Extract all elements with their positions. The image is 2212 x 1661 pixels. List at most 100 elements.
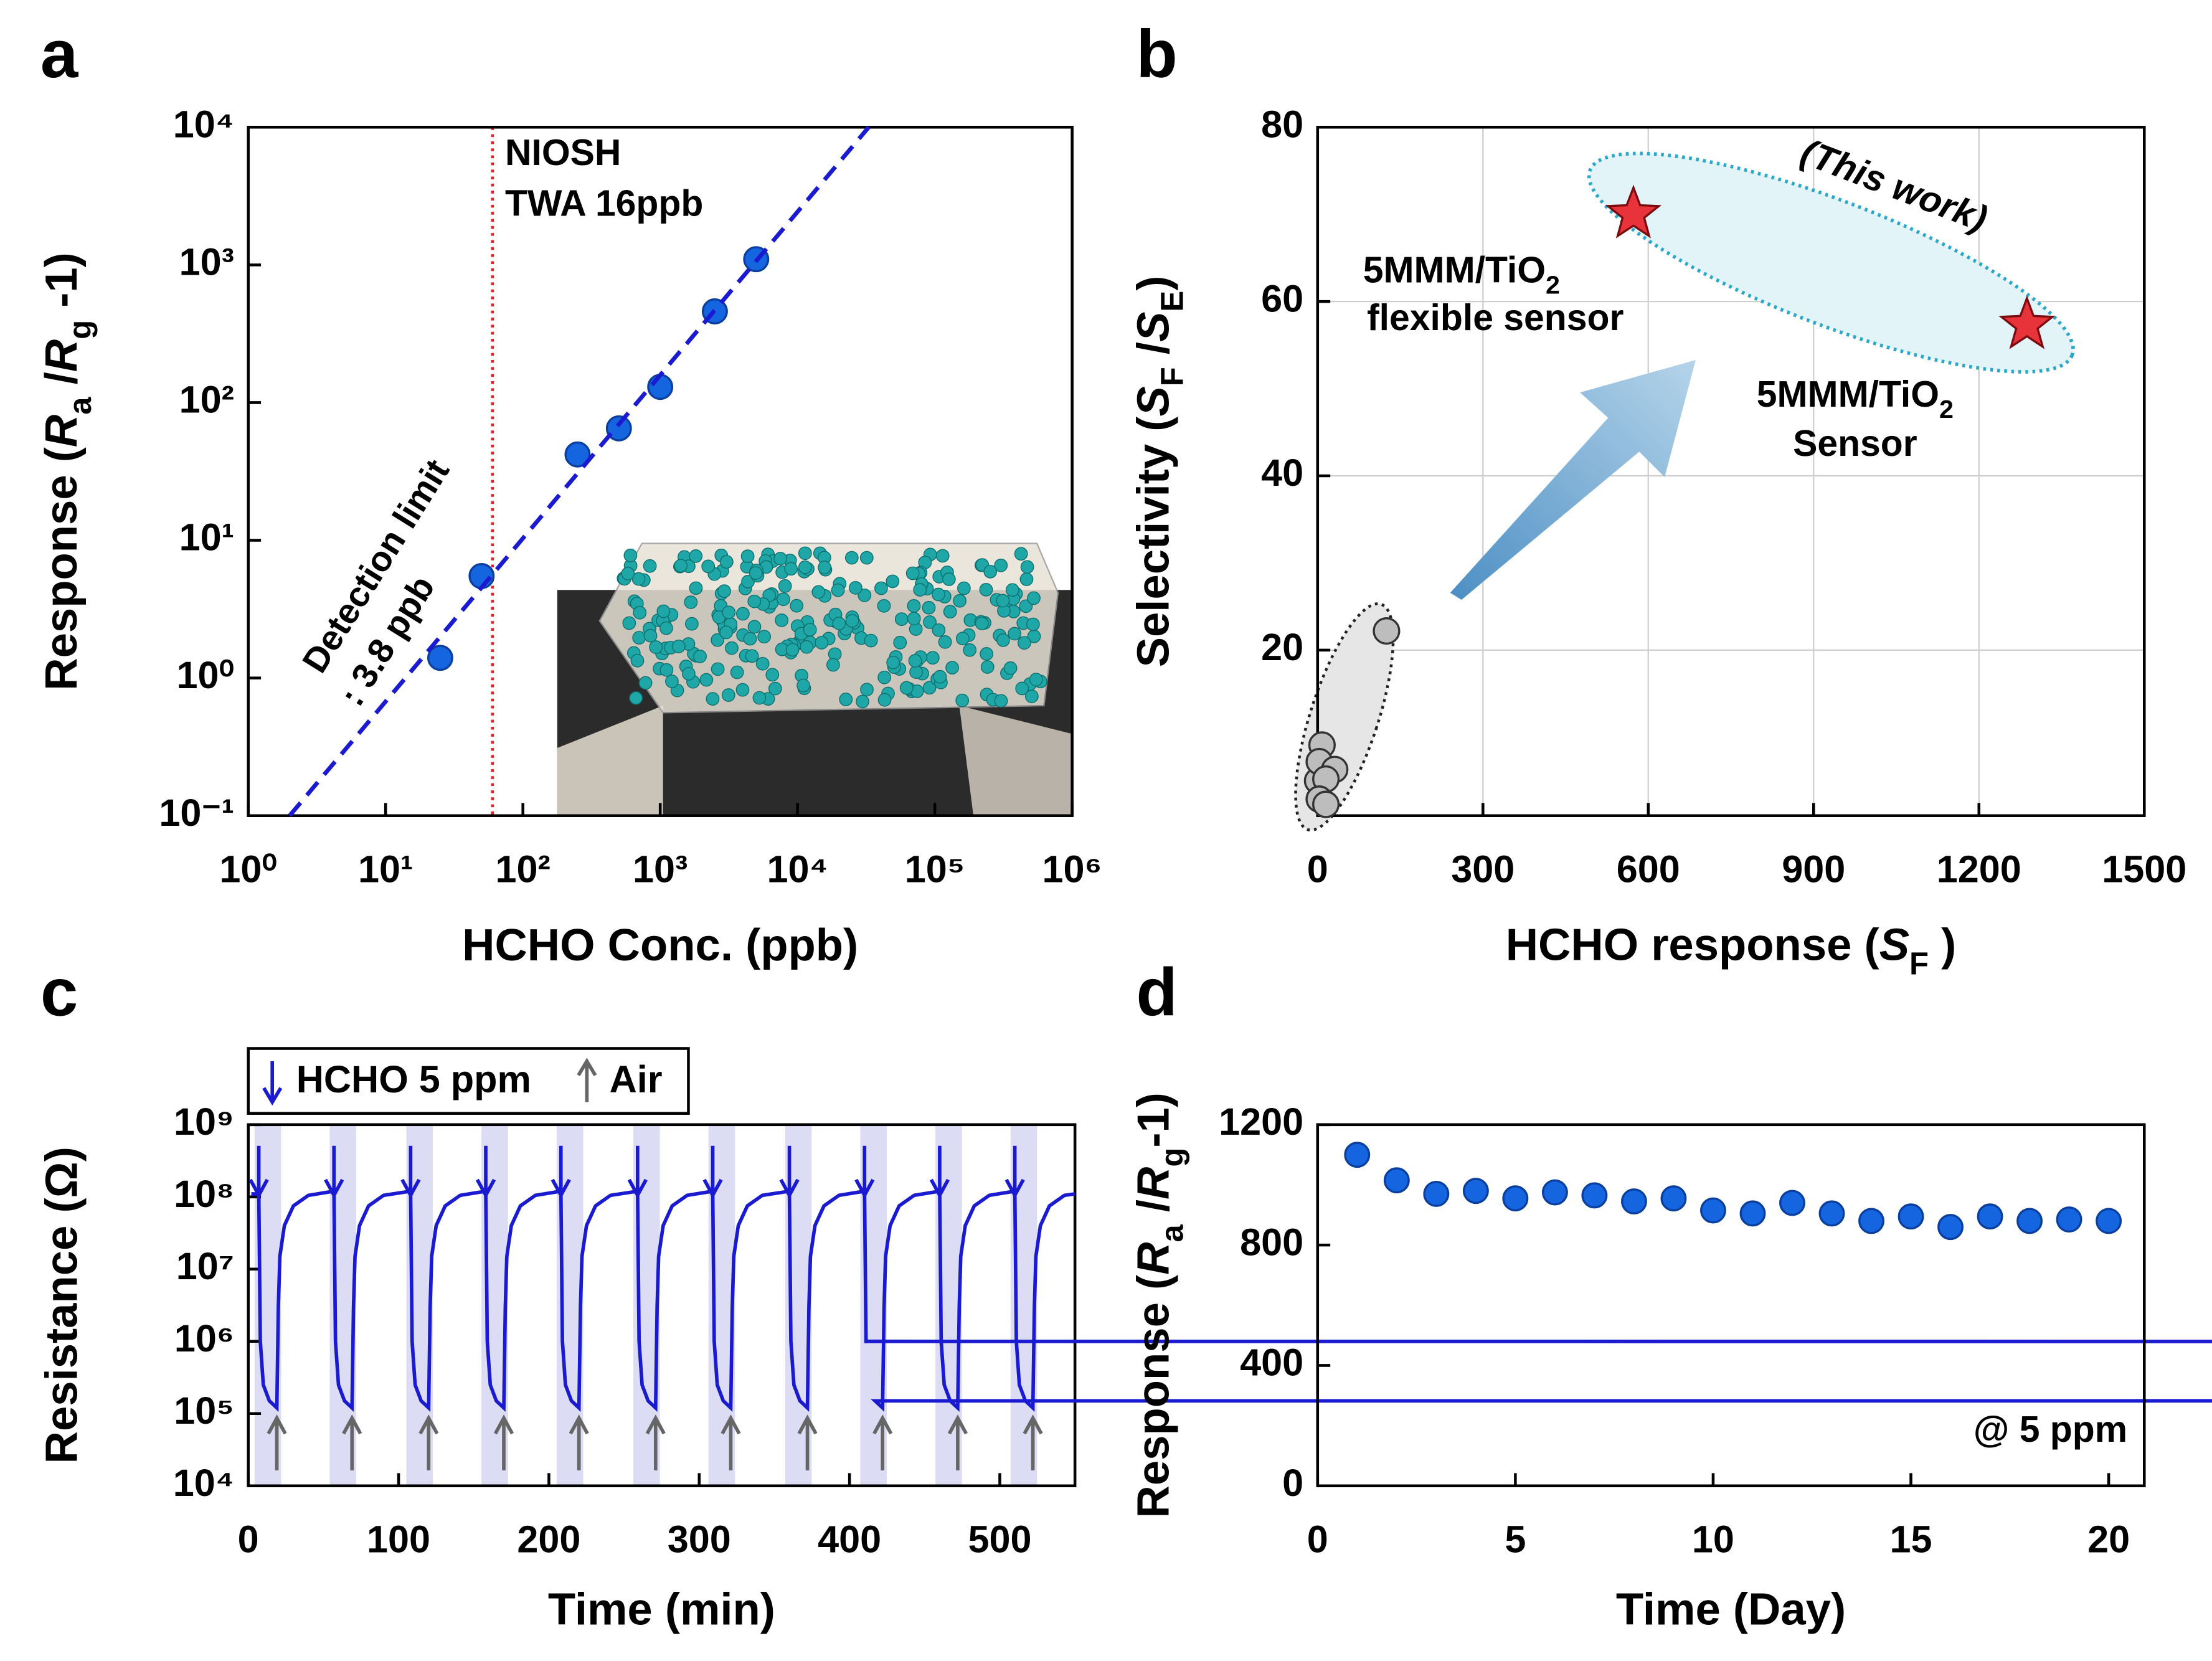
inset-particle [623, 548, 638, 562]
label-part: S [1879, 920, 1909, 970]
label-part: g [1154, 1148, 1189, 1167]
label-part: Response ( [36, 447, 87, 690]
legend-label: Air [610, 1058, 663, 1100]
air-arrow [342, 1414, 362, 1470]
gas-arrow [779, 1145, 800, 1199]
inset-particle [638, 676, 653, 690]
inset-particle [877, 670, 891, 684]
label-part: S [1128, 386, 1179, 416]
inset-particle [1005, 583, 1019, 597]
gas-arrow [248, 1145, 269, 1199]
data-point [427, 645, 453, 671]
inset-particle [773, 552, 788, 565]
inset-particle [1015, 681, 1029, 696]
inset-particle [800, 640, 814, 654]
inset-particle [649, 640, 663, 654]
inset-particle [706, 692, 720, 706]
x-tick-label: 15 [1890, 1518, 1932, 1561]
inset-particle [684, 595, 698, 609]
y-axis-label: Selectivity (SF /SE) [1128, 276, 1190, 668]
x-tick-label: 600 [1617, 848, 1680, 890]
inset-particle [798, 546, 812, 561]
inset-particle [721, 688, 735, 702]
data-point [2016, 1208, 2043, 1234]
inset-particle [659, 621, 673, 635]
inset-particle [922, 600, 936, 615]
inset-particle [1008, 627, 1022, 641]
inset-particle [711, 662, 725, 676]
x-tick-label: 1200 [1937, 848, 2021, 890]
inset-particle [874, 581, 888, 595]
inset-particle [908, 654, 922, 668]
inset-particle [722, 605, 736, 620]
inset-particle [752, 691, 767, 705]
inset-particle [894, 612, 909, 627]
y-tick-label: 20 [1261, 626, 1303, 668]
gas-arrow [475, 1145, 496, 1199]
inset-particle [621, 567, 635, 580]
y-tick-label: 400 [1240, 1342, 1303, 1384]
data-point [1779, 1190, 1805, 1216]
x-tick-label: 300 [668, 1518, 731, 1561]
inset-electrode [557, 706, 663, 816]
inset-particle [785, 643, 800, 657]
inset-particle [922, 681, 937, 695]
inset-particle [693, 650, 707, 663]
data-point [564, 441, 591, 468]
x-tick-label: 10 [1692, 1518, 1734, 1561]
inset-electrode [959, 706, 1072, 816]
inset-particle [1027, 591, 1041, 605]
y-axis-label: Response (Ra /Rg-1) [1128, 1092, 1190, 1518]
inset-particle [622, 616, 636, 630]
inset-particle [747, 620, 762, 634]
air-arrow [418, 1414, 439, 1470]
inset-particle [932, 587, 945, 602]
x-tick-label: 500 [968, 1518, 1031, 1561]
inset-particle [735, 683, 750, 697]
inset-particle [913, 583, 927, 597]
x-tick-label: 0 [1307, 848, 1328, 890]
y-tick-label: 10⁸ [174, 1173, 234, 1215]
inset-particle [633, 605, 647, 620]
inset-particle [629, 691, 643, 705]
x-tick-label: 10⁰ [219, 848, 277, 890]
data-point [1660, 1185, 1687, 1212]
x-tick-label: 10¹ [358, 848, 413, 890]
y-axis-label: Response (Ra /Rg -1) [36, 252, 98, 691]
annotation: 5MMM/TiO2 [1363, 250, 1560, 299]
inset-particle [877, 599, 891, 613]
star-point [1605, 184, 1662, 239]
inset-particle [1017, 636, 1031, 650]
label-part: S [1128, 312, 1179, 342]
inset-particle [996, 633, 1010, 647]
data-point [1462, 1178, 1489, 1204]
y-tick-label: 80 [1261, 103, 1303, 145]
inset-particle [631, 572, 646, 586]
label-part: a [1154, 1224, 1189, 1242]
gas-arrow [324, 1145, 344, 1199]
annotation: 5MMM/TiO2 [1757, 374, 1954, 423]
inset-particle [643, 559, 657, 573]
air-arrow [569, 1414, 589, 1470]
air-arrow [267, 1414, 287, 1470]
x-tick-label: 1500 [2102, 848, 2186, 890]
data-point [1858, 1208, 1884, 1234]
inset-particle [905, 566, 920, 580]
inset-particle [860, 683, 874, 697]
inset-particle [740, 549, 755, 563]
inset-particle [979, 582, 993, 597]
y-tick-label: 10⁴ [173, 1462, 234, 1504]
legend-box [247, 1047, 690, 1115]
label-part: R [36, 415, 87, 447]
air-arrow [645, 1414, 666, 1470]
data-point [1502, 1185, 1529, 1212]
y-tick-label: 0 [1282, 1462, 1303, 1504]
inset-particle [790, 599, 804, 613]
y-tick-label: 10⁰ [176, 654, 234, 696]
inset-particle [749, 566, 763, 580]
label-part: R [36, 339, 87, 372]
group-outline [1587, 151, 2075, 374]
inset-particle [725, 641, 739, 655]
panel-label: b [1136, 17, 1177, 92]
x-axis-label: Time (Day) [1616, 1584, 1846, 1635]
